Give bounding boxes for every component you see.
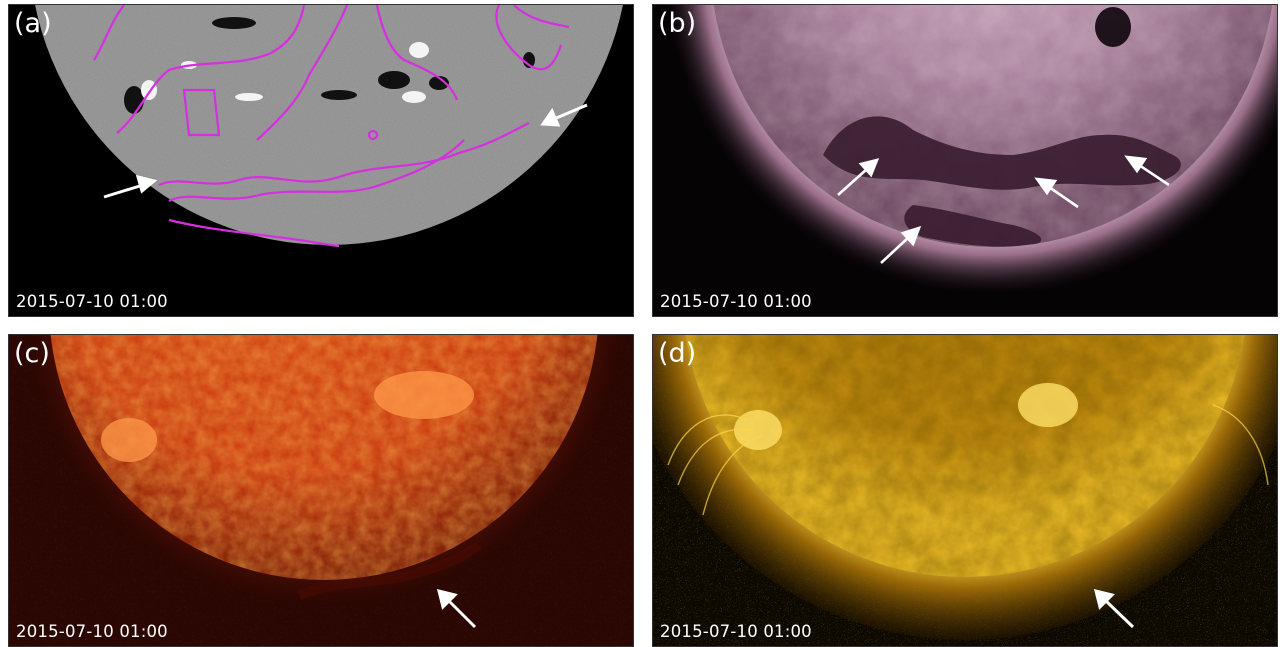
arrow-1 — [837, 158, 880, 196]
timestamp: 2015-07-10 01:00 — [660, 292, 812, 311]
loop-regions — [734, 383, 1078, 450]
panel-b-euv-193: (b) 2015-07-10 01:00 — [652, 4, 1278, 317]
panel-a-magnetogram: (a) 2015-07-10 01:00 — [8, 4, 634, 317]
panel-label: (a) — [14, 8, 52, 39]
timestamp: 2015-07-10 01:00 — [16, 622, 168, 641]
timestamp: 2015-07-10 01:00 — [16, 292, 168, 311]
arrow — [436, 588, 477, 629]
panel-label: (c) — [14, 338, 50, 369]
timestamp: 2015-07-10 01:00 — [660, 622, 812, 641]
panel-d-euv-171: (d) 2015-07-10 01:00 — [652, 334, 1278, 647]
arrows — [837, 155, 1170, 264]
bright-active-regions — [101, 371, 474, 462]
arrow-right — [540, 103, 588, 127]
active-region-patches — [124, 17, 535, 114]
coronal-loops — [667, 404, 1269, 516]
panel-c-euv-304: (c) 2015-07-10 01:00 — [8, 334, 634, 647]
arrow-4 — [1124, 155, 1170, 187]
euv-193-image — [653, 5, 1277, 316]
filament-channel — [297, 540, 482, 600]
euv-304-image — [9, 335, 633, 646]
arrow — [1093, 588, 1135, 629]
arrow-left — [103, 174, 158, 199]
euv-171-image — [653, 335, 1277, 646]
panel-label: (b) — [658, 8, 697, 39]
neutral-line-contours — [93, 5, 570, 248]
magnetogram-image — [9, 5, 633, 316]
panel-label: (d) — [658, 338, 697, 369]
coronal-hole — [823, 7, 1181, 247]
arrow-3 — [1034, 177, 1079, 209]
arrow-2 — [880, 225, 922, 264]
